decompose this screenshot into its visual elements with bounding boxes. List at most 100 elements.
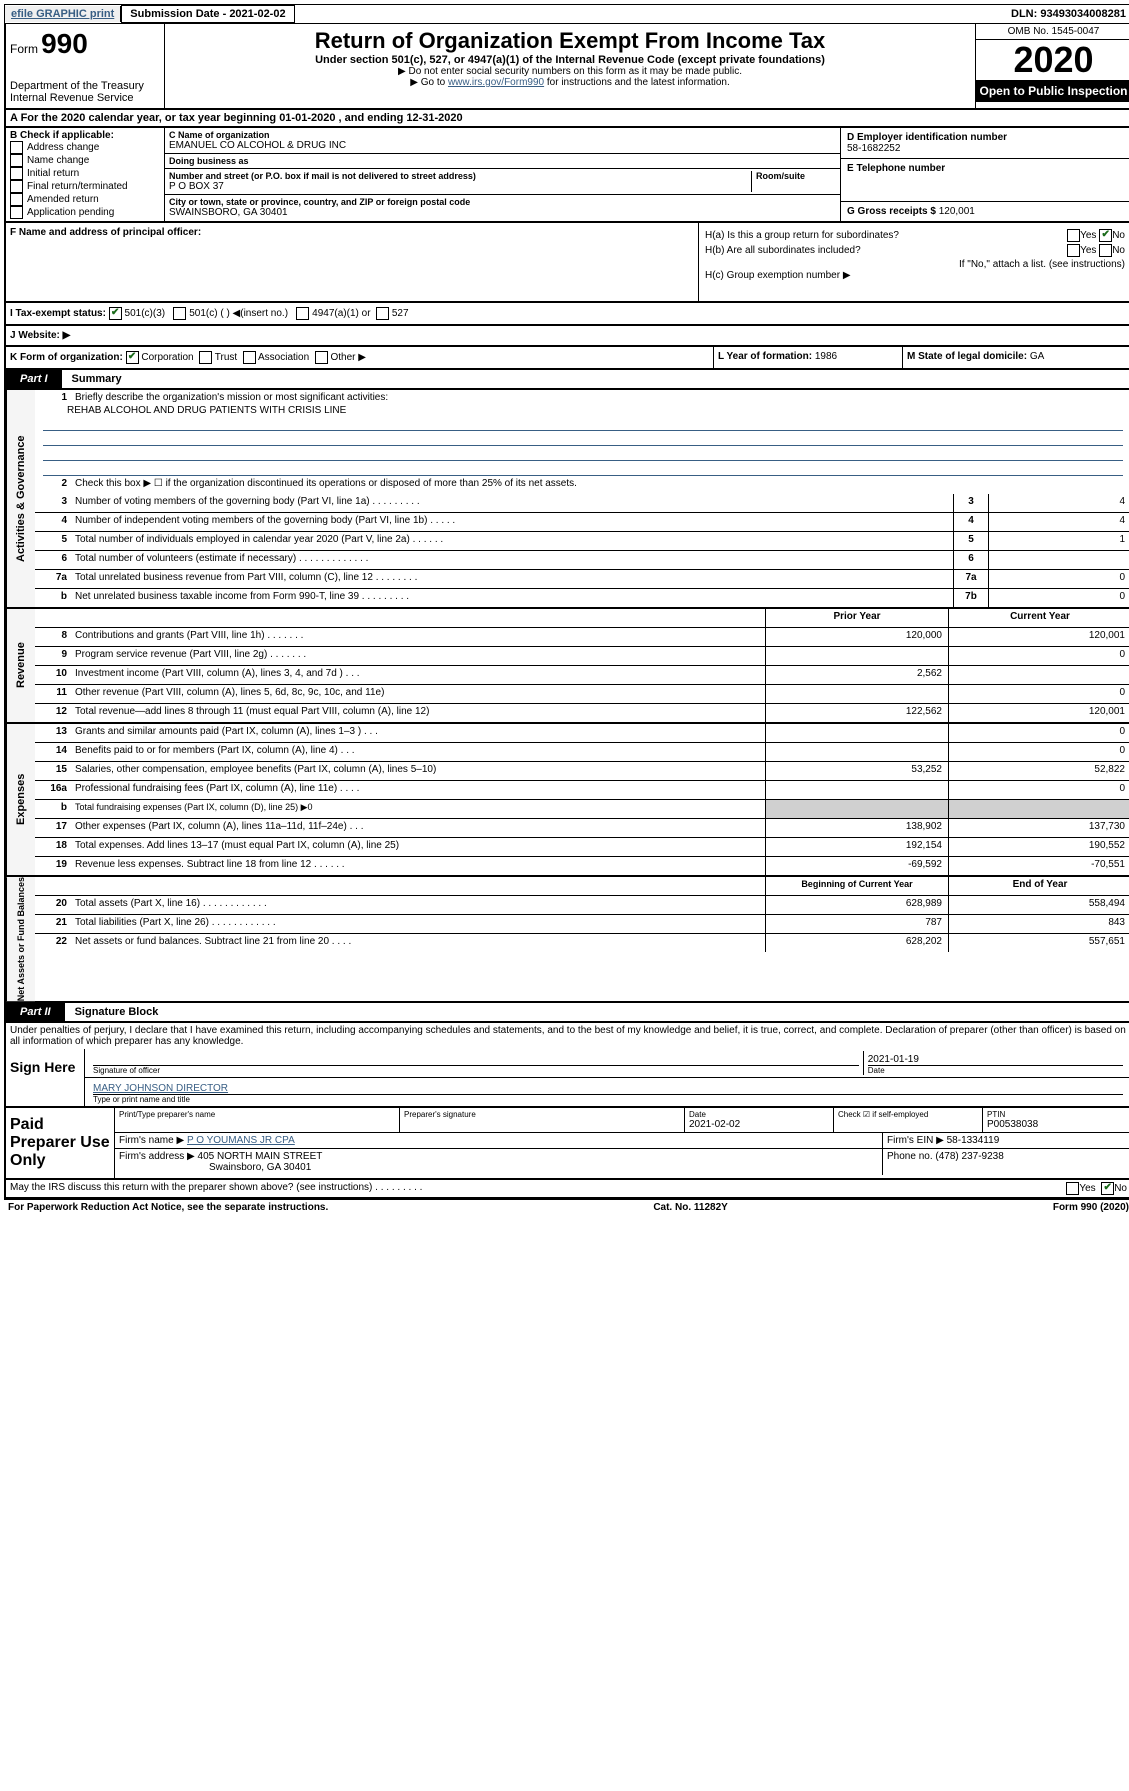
governance-section: Activities & Governance 1 Briefly descri… [4,390,1129,609]
cb-501c3[interactable] [109,307,122,320]
section-bcde: B Check if applicable: Address change Na… [4,128,1129,223]
header-right: OMB No. 1545-0047 2020 Open to Public In… [975,24,1129,108]
officer-name[interactable]: MARY JOHNSON DIRECTOR [93,1083,1123,1095]
l3-val: 4 [988,494,1129,512]
cb-corp[interactable] [126,351,139,364]
expenses-section: Expenses 13Grants and similar amounts pa… [4,724,1129,877]
l9-prior [765,647,948,665]
l10-prior: 2,562 [765,666,948,684]
form-prefix: Form [10,42,38,56]
irs-discuss-text: May the IRS discuss this return with the… [10,1182,422,1195]
k-label: K Form of organization: [10,352,123,363]
address: P O BOX 37 [169,181,751,192]
part1-header: Part I Summary [4,370,1129,390]
cb-527[interactable] [376,307,389,320]
cb-initial-return[interactable] [10,167,23,180]
footer-mid: Cat. No. 11282Y [653,1202,727,1213]
state-domicile: GA [1030,351,1044,362]
cb-address-change[interactable] [10,141,23,154]
column-c: C Name of organization EMANUEL CO ALCOHO… [165,128,841,221]
cb-amended[interactable] [10,193,23,206]
part2-header: Part II Signature Block [4,1003,1129,1023]
column-b: B Check if applicable: Address change Na… [6,128,165,221]
cb-4947[interactable] [296,307,309,320]
row-klm: K Form of organization: Corporation Trus… [4,347,1129,370]
column-de: D Employer identification number 58-1682… [841,128,1129,221]
l10-curr [948,666,1129,684]
footer-left: For Paperwork Reduction Act Notice, see … [8,1202,328,1213]
cb-other[interactable] [315,351,328,364]
j-label: J Website: ▶ [10,330,70,341]
part1-tab: Part I [6,370,62,388]
note-link: ▶ Go to www.irs.gov/Form990 for instruct… [169,77,971,88]
note-ssn: ▶ Do not enter social security numbers o… [169,66,971,77]
firm-addr2: Swainsboro, GA 30401 [209,1162,311,1173]
form-number: 990 [41,28,88,59]
sign-here-label: Sign Here [6,1049,85,1106]
cb-501c[interactable] [173,307,186,320]
mission-text: REHAB ALCOHOL AND DRUG PATIENTS WITH CRI… [35,405,1129,416]
l4-val: 4 [988,513,1129,531]
row-j: J Website: ▶ [4,326,1129,347]
ein-value: 58-1682252 [847,143,1125,154]
l3-desc: Number of voting members of the governin… [71,494,953,512]
paid-preparer-label: Paid Preparer Use Only [6,1108,115,1178]
net-assets-section: Net Assets or Fund Balances Beginning of… [4,877,1129,1003]
header-left: Form 990 Department of the Treasury Inte… [6,24,165,108]
efile-link[interactable]: efile GRAPHIC print [5,6,121,22]
part2-title: Signature Block [65,1003,169,1021]
l7b-val: 0 [988,589,1129,607]
l-label: L Year of formation: [718,351,812,362]
header-middle: Return of Organization Exempt From Incom… [165,24,975,108]
hb-label: H(b) Are all subordinates included? [705,245,861,256]
form-title: Return of Organization Exempt From Incom… [169,28,971,54]
top-bar: efile GRAPHIC print Submission Date - 20… [4,4,1129,24]
irs-label: Internal Revenue Service [10,92,160,104]
l5-desc: Total number of individuals employed in … [71,532,953,550]
c-name-label: C Name of organization [169,130,836,140]
g-label: G Gross receipts $ [847,206,936,217]
sign-date: 2021-01-19 [868,1054,1123,1066]
m-label: M State of legal domicile: [907,351,1027,362]
cb-ha-yes[interactable] [1067,229,1080,242]
dba-label: Doing business as [169,156,836,166]
footer: For Paperwork Reduction Act Notice, see … [4,1199,1129,1215]
org-name: EMANUEL CO ALCOHOL & DRUG INC [169,140,836,151]
firm-name[interactable]: P O YOUMANS JR CPA [187,1135,295,1146]
l8-prior: 120,000 [765,628,948,646]
cb-hb-no[interactable] [1099,244,1112,257]
omb-number: OMB No. 1545-0047 [976,24,1129,40]
l1-desc: Briefly describe the organization's miss… [71,390,1129,405]
side-expenses: Expenses [6,724,35,875]
b-label: B Check if applicable: [10,130,160,141]
tax-year: 2020 [976,40,1129,80]
cb-name-change[interactable] [10,154,23,167]
revenue-section: Revenue Prior Year Current Year 8Contrib… [4,609,1129,724]
cb-assoc[interactable] [243,351,256,364]
cb-discuss-no[interactable] [1101,1182,1114,1195]
cb-trust[interactable] [199,351,212,364]
open-public: Open to Public Inspection [976,80,1129,102]
cb-hb-yes[interactable] [1067,244,1080,257]
cb-final-return[interactable] [10,180,23,193]
year-formation: 1986 [815,351,837,362]
f-label: F Name and address of principal officer: [10,227,201,238]
cb-discuss-yes[interactable] [1066,1182,1079,1195]
hdr-prior: Prior Year [765,609,948,627]
dln: DLN: 93493034008281 [1005,6,1129,22]
irs-link[interactable]: www.irs.gov/Form990 [448,77,544,88]
firm-addr1: 405 NORTH MAIN STREET [198,1151,323,1162]
hc-label: H(c) Group exemption number ▶ [705,270,1125,281]
column-f: F Name and address of principal officer: [6,223,699,301]
cb-ha-no[interactable] [1099,229,1112,242]
addr-label: Number and street (or P.O. box if mail i… [169,171,751,181]
paid-preparer-block: Paid Preparer Use Only Print/Type prepar… [4,1108,1129,1180]
l5-val: 1 [988,532,1129,550]
l4-desc: Number of independent voting members of … [71,513,953,531]
cb-app-pending[interactable] [10,206,23,219]
l7a-desc: Total unrelated business revenue from Pa… [71,570,953,588]
part2-tab: Part II [6,1003,65,1021]
form-header: Form 990 Department of the Treasury Inte… [4,24,1129,110]
l2-desc: Check this box ▶ ☐ if the organization d… [71,476,1129,494]
row-fh: F Name and address of principal officer:… [4,223,1129,303]
